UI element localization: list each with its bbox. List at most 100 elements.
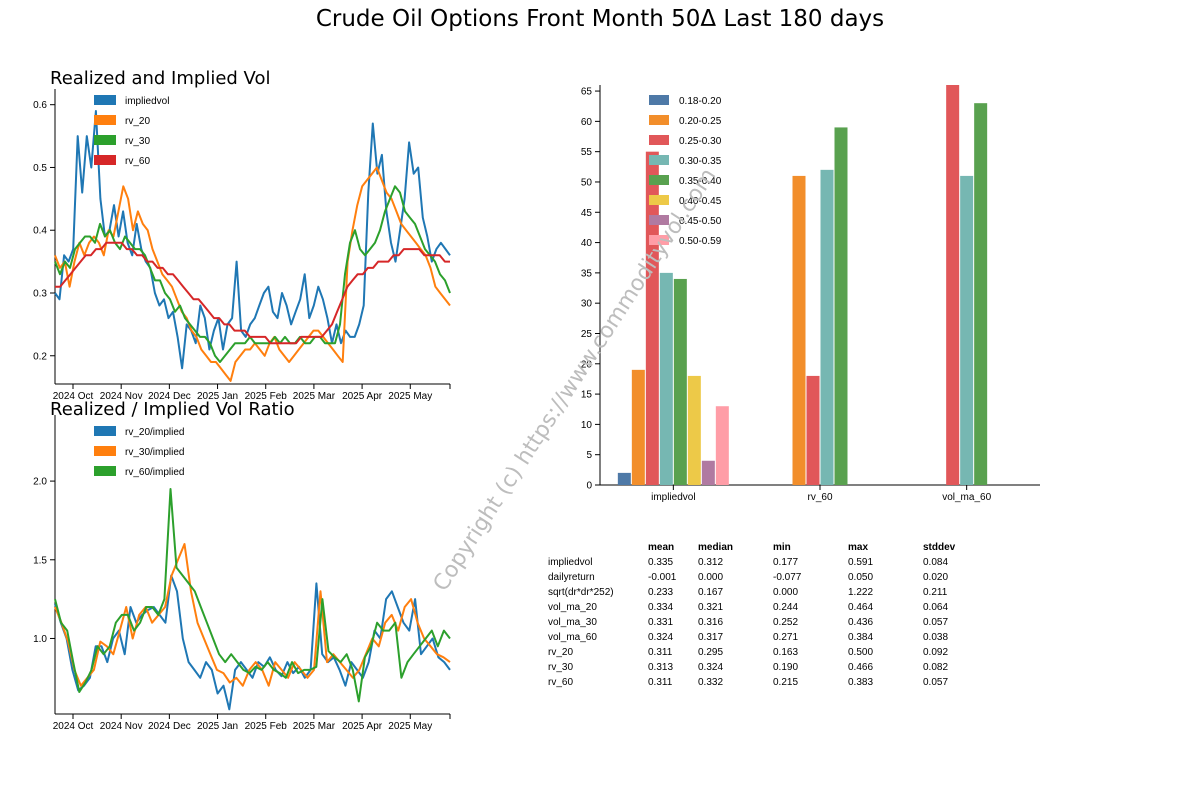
stats-cell: 0.252 [773,617,799,628]
bar-rv-60-0-35-0-40 [834,127,848,485]
legend-label: impliedvol [125,96,169,107]
legend-label: rv_30 [125,136,150,147]
legend-swatch [649,115,669,125]
legend-label: rv_20 [125,116,150,127]
x-tick-label: 2024 Oct [53,391,94,402]
stats-cell: 0.464 [848,602,874,613]
legend-label: 0.20-0.25 [679,116,722,127]
y-tick-label: 0.6 [33,100,47,111]
stats-row-label: vol_ma_60 [548,632,597,643]
x-tick-label: 2024 Nov [100,721,143,732]
stats-row: rv_20 0.311 0.295 0.163 0.500 0.092 [548,645,998,660]
stats-row-label: impliedvol [548,557,593,568]
y-tick-label: 0.2 [33,351,47,362]
stats-row: vol_ma_30 0.331 0.316 0.252 0.436 0.057 [548,615,998,630]
legend-swatch [94,426,116,436]
stats-col-header: min [773,542,791,553]
legend-label: 0.45-0.50 [679,216,722,227]
stats-cell: 0.384 [848,632,874,643]
legend-label: 0.18-0.20 [679,96,722,107]
stats-cell: 0.311 [648,677,673,688]
bar-rv-60-0-30-0-35 [820,169,834,485]
y-tick-label: 50 [581,177,593,188]
stats-cell: 0.020 [923,572,949,583]
y-tick-label: 60 [581,117,593,128]
stats-cell: 0.215 [773,677,799,688]
stats-cell: 0.163 [773,647,799,658]
x-tick-label: 2025 Feb [245,721,288,732]
stats-cell: 0.177 [773,557,799,568]
legend-swatch [649,235,669,245]
stats-cell: 0.000 [773,587,799,598]
x-tick-label: 2025 Apr [342,721,383,732]
x-tick-label: 2024 Nov [100,391,143,402]
stats-col-header: median [698,542,734,553]
bar-impliedvol-0-50-0-59 [715,406,729,485]
legend-swatch [649,215,669,225]
x-tick-label: vol_ma_60 [942,492,991,503]
y-tick-label: 10 [581,420,593,431]
stats-cell: 0.313 [648,662,674,673]
legend-swatch [94,155,116,165]
stats-cell: 0.064 [923,602,949,613]
stats-cell: 0.084 [923,557,949,568]
y-tick-label: 20 [581,359,593,370]
legend-label: rv_20/implied [125,427,184,438]
y-tick-label: 25 [581,329,593,340]
stats-corner-cell [548,540,648,555]
stats-row: rv_30 0.313 0.324 0.190 0.466 0.082 [548,660,998,675]
x-tick-label: 2024 Dec [148,721,191,732]
stats-cell: 0.334 [648,602,674,613]
x-tick-label: 2025 Apr [342,391,383,402]
stats-cell: 0.383 [848,677,874,688]
legend-swatch [94,446,116,456]
legend-label: rv_60 [125,156,150,167]
y-tick-label: 1.5 [33,555,47,566]
stats-row-label: rv_20 [548,647,574,658]
legend-label: 0.40-0.45 [679,196,722,207]
stats-cell: 0.332 [698,677,724,688]
legend-swatch [649,135,669,145]
histogram-bar-chart: 0 5 10 15 20 25 30 35 40 45 50 55 60 65 impliedvol rv_6… [581,85,1040,503]
y-tick-label: 5 [586,450,592,461]
x-tick-label: 2025 Feb [245,391,288,402]
stats-row: vol_ma_20 0.334 0.321 0.244 0.464 0.064 [548,600,998,615]
legend-label: 0.35-0.40 [679,176,722,187]
stats-row-label: vol_ma_20 [548,602,597,613]
stats-col-header: max [848,542,869,553]
bar-impliedvol-0-40-0-45 [687,375,701,485]
x-tick-label: 2025 May [388,391,432,402]
page-title: Crude Oil Options Front Month 50Δ Last 1… [315,6,885,32]
stats-row: dailyreturn -0.001 0.000 -0.077 0.050 0.020 [548,570,998,585]
y-tick-label: 0 [586,481,592,492]
stats-row-label: dailyreturn [548,572,595,583]
stats-cell: 0.233 [648,587,674,598]
stats-cell: 0.311 [648,647,673,658]
stats-cell: 0.167 [698,587,724,598]
bar-rv-60-0-20-0-25 [792,175,806,485]
vol-chart-title: Realized and Implied Vol [50,68,271,89]
y-tick-label: 0.4 [33,226,47,237]
x-tick-label: 2025 Mar [293,391,336,402]
stats-row-label: sqrt(dr*dr*252) [548,587,614,598]
stats-cell: 0.244 [773,602,799,613]
x-tick-label: 2025 Jan [197,391,238,402]
y-tick-label: 0.3 [33,288,47,299]
stats-cell: 0.331 [648,617,674,628]
y-tick-label: 40 [581,238,593,249]
legend-swatch [649,95,669,105]
legend-label: 0.25-0.30 [679,136,722,147]
legend-swatch [94,135,116,145]
stats-cell: 0.312 [698,557,724,568]
x-tick-label: impliedvol [651,492,695,503]
stats-row: rv_60 0.311 0.332 0.215 0.383 0.057 [548,675,998,690]
bar-impliedvol-0-35-0-40 [673,278,687,485]
legend-swatch [94,115,116,125]
legend-swatch [94,466,116,476]
bar-impliedvol-0-18-0-20 [617,472,631,485]
legend-swatch [649,155,669,165]
ratio-line-chart: 1.0 1.5 2.0 2024 Oct 2024 Nov 2024 Dec 2025 Ja… [33,415,451,732]
stats-cell: 0.038 [923,632,949,643]
x-tick-label: rv_60 [807,492,832,503]
x-tick-label: 2025 Jan [197,721,238,732]
